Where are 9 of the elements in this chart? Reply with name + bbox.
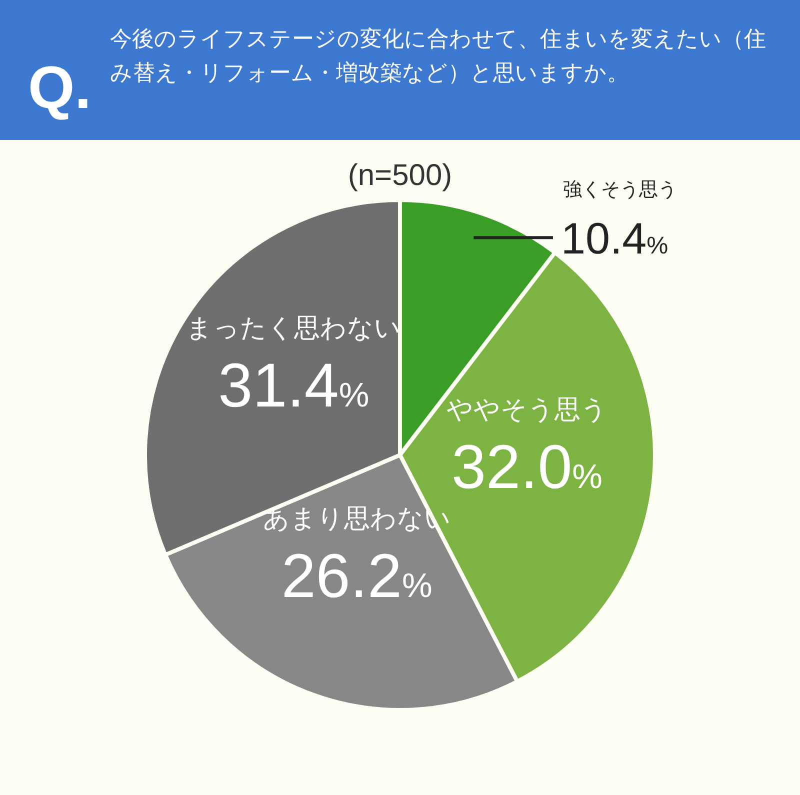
chart-subtitle: (n=500) [348,159,452,192]
chart-title: 今後のライフステージの変化に合わせて、住まいを変えたい（住み替え・リフォーム・増改築など）と思いますか。 [110,26,766,85]
text: Q. [28,54,92,121]
data-label: 26.2% [281,542,432,611]
slice-label: 強くそう思う [563,180,677,201]
data-label: 10.4% [561,214,668,264]
slice-label: ややそう思う [446,394,608,424]
data-label: 31.4% [218,352,370,421]
data-label: 32.0% [452,433,602,502]
